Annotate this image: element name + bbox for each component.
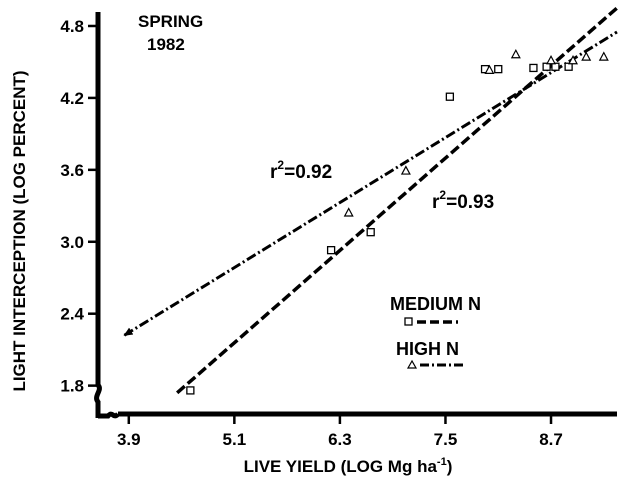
x-axis-break bbox=[98, 414, 118, 416]
y-axis-break bbox=[97, 385, 100, 418]
legend-label-high-n: HIGH N bbox=[396, 339, 459, 359]
r2-label-high-n: r2=0.92 bbox=[270, 158, 332, 183]
x-tick-label: 5.1 bbox=[223, 430, 247, 449]
data-point-high-n bbox=[402, 167, 410, 175]
y-tick-label: 3.6 bbox=[60, 161, 84, 180]
x-axis-label: LIVE YIELD (LOG Mg ha-1) bbox=[244, 456, 453, 476]
x-axis: 3.9 5.1 6.3 7.5 8.7 LIVE YIELD (LOG Mg ha-1) bbox=[98, 414, 617, 476]
x-tick-label: 8.7 bbox=[539, 430, 563, 449]
chart-title-line1: SPRING bbox=[138, 12, 203, 31]
y-tick-label: 4.2 bbox=[60, 89, 84, 108]
fit-line-high-n bbox=[124, 32, 617, 335]
y-tick-label: 1.8 bbox=[60, 377, 84, 396]
data-point-medium-n bbox=[367, 229, 374, 236]
r2-label-medium-n: r2=0.93 bbox=[432, 188, 494, 213]
x-tick-label: 6.3 bbox=[328, 430, 352, 449]
y-axis: 1.8 2.4 3.0 3.6 4.2 4.8 LIGHT INTERCEPTION (L… bbox=[10, 12, 99, 418]
x-tick-label: 3.9 bbox=[117, 430, 141, 449]
y-axis-label: LIGHT INTERCEPTION (LOG PERCENT) bbox=[10, 70, 29, 391]
x-ticks: 3.9 5.1 6.3 7.5 8.7 bbox=[117, 414, 563, 449]
data-point-high-n bbox=[512, 50, 520, 58]
legend-label-medium-n: MEDIUM N bbox=[390, 294, 481, 314]
data-point-medium-n bbox=[328, 247, 335, 254]
data-point-high-n bbox=[345, 208, 353, 216]
data-point-medium-n bbox=[187, 387, 194, 394]
y-ticks: 1.8 2.4 3.0 3.6 4.2 4.8 bbox=[60, 17, 98, 396]
x-tick-label: 7.5 bbox=[434, 430, 458, 449]
data-point-high-n bbox=[600, 53, 608, 61]
y-tick-label: 3.0 bbox=[60, 233, 84, 252]
legend: MEDIUM N HIGH N bbox=[390, 294, 481, 368]
y-tick-label: 2.4 bbox=[60, 305, 84, 324]
fit-line-medium-n bbox=[177, 8, 617, 393]
data-point-medium-n bbox=[495, 66, 502, 73]
data-point-high-n bbox=[547, 56, 555, 64]
chart-title-line2: 1982 bbox=[147, 35, 185, 54]
data-point-high-n bbox=[582, 53, 590, 61]
data-point-medium-n bbox=[446, 93, 453, 100]
data-point-medium-n bbox=[530, 64, 537, 71]
legend-marker-square bbox=[405, 318, 412, 325]
y-tick-label: 4.8 bbox=[60, 17, 84, 36]
legend-marker-triangle bbox=[408, 361, 416, 368]
